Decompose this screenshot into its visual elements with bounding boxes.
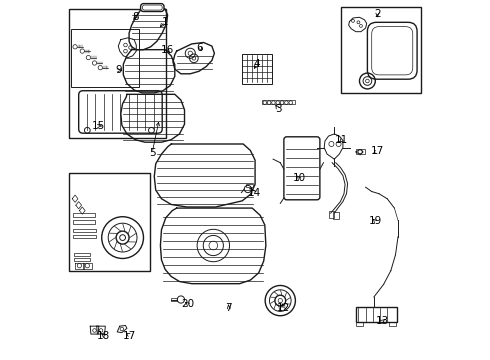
FancyBboxPatch shape — [79, 91, 162, 133]
Bar — [333, 212, 339, 219]
Bar — [328, 211, 334, 218]
Bar — [74, 258, 90, 261]
Text: 20: 20 — [182, 299, 195, 309]
Bar — [246, 184, 252, 187]
Text: 16: 16 — [161, 45, 174, 55]
Bar — [356, 307, 397, 322]
Text: 13: 13 — [376, 316, 389, 326]
Bar — [69, 173, 150, 271]
Bar — [73, 213, 95, 217]
FancyBboxPatch shape — [372, 27, 413, 75]
Bar — [356, 149, 365, 154]
Bar — [73, 229, 97, 232]
Text: 10: 10 — [293, 173, 306, 183]
Text: 17: 17 — [123, 330, 136, 341]
Bar — [73, 220, 95, 224]
Text: 18: 18 — [97, 330, 111, 341]
FancyBboxPatch shape — [284, 137, 320, 200]
Text: 9: 9 — [115, 65, 122, 75]
Bar — [74, 253, 90, 256]
Bar — [69, 9, 166, 138]
Text: 6: 6 — [196, 42, 203, 53]
Text: 5: 5 — [149, 148, 155, 158]
Bar — [242, 54, 271, 84]
Text: 8: 8 — [132, 12, 139, 22]
Text: 15: 15 — [92, 121, 105, 131]
Bar — [171, 298, 176, 301]
Text: 4: 4 — [254, 59, 261, 69]
Text: 19: 19 — [368, 216, 382, 226]
Bar — [356, 322, 363, 326]
Bar — [73, 235, 97, 238]
Bar — [262, 100, 295, 104]
Text: 3: 3 — [275, 104, 281, 114]
FancyBboxPatch shape — [368, 22, 417, 79]
Text: 7: 7 — [225, 303, 232, 313]
Bar — [342, 7, 421, 93]
Bar — [72, 29, 139, 87]
Text: 1: 1 — [162, 17, 169, 27]
Text: 17: 17 — [371, 146, 384, 156]
FancyBboxPatch shape — [141, 4, 164, 12]
Text: 11: 11 — [335, 135, 348, 145]
Text: 12: 12 — [277, 303, 291, 313]
Bar — [389, 322, 396, 326]
Text: 14: 14 — [247, 188, 261, 198]
Text: 2: 2 — [374, 9, 381, 19]
